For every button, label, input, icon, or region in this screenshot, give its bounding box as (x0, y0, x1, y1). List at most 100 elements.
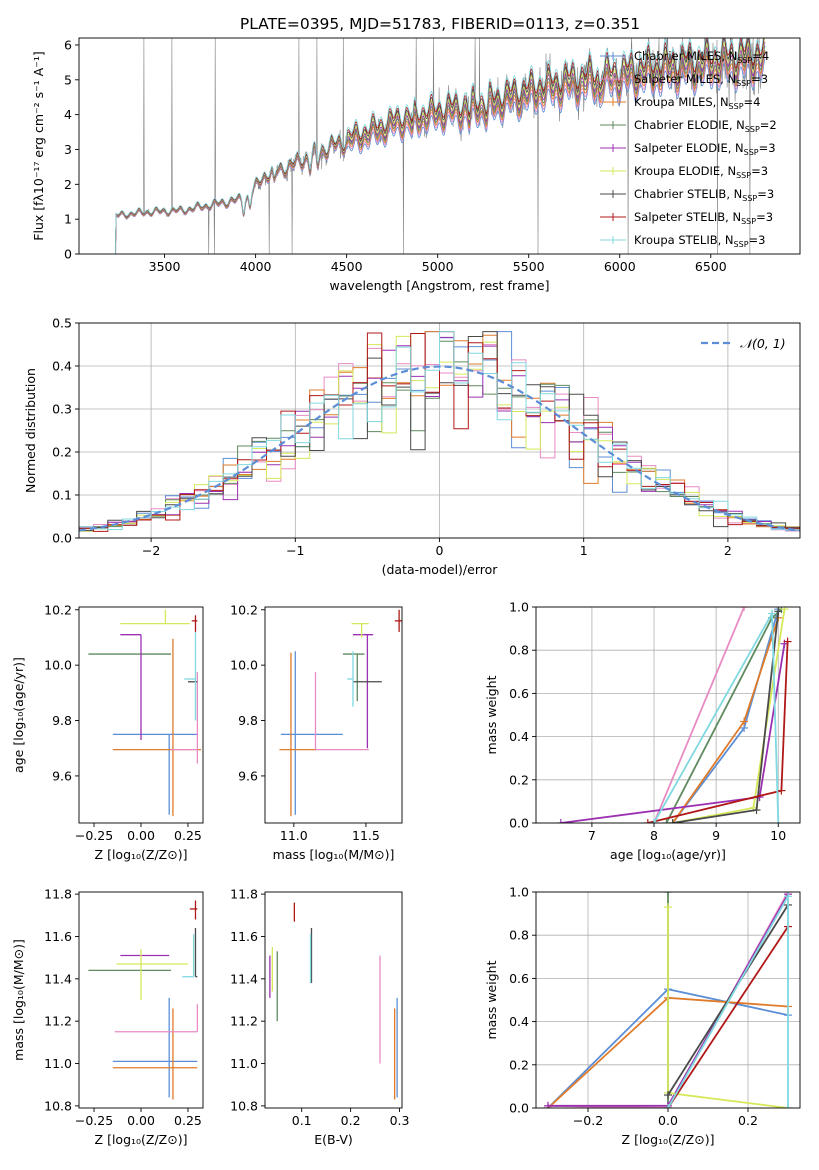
plot-area (279, 609, 402, 817)
y-tick-label: 0.2 (52, 445, 72, 460)
series-line (653, 607, 745, 823)
x-tick-label: 6000 (604, 259, 636, 274)
axes: 0.1 0.2 0.3 10.8 11.0 11.2 11.4 11.6 11.8 E(B-V) (230, 887, 409, 1147)
x-tick-label: −0.25 (75, 828, 113, 843)
y-axis-label: Flux [fλ10⁻¹⁷ erg cm⁻² s⁻¹ A⁻¹] (31, 51, 46, 240)
series-group (664, 922, 792, 1108)
errorbar-point (120, 634, 142, 740)
x-tick-label: 0.2 (341, 1113, 361, 1128)
y-tick-label: 0.2 (509, 772, 529, 787)
legend-label: Kroupa ELODIE, NSSP=3 (634, 164, 768, 180)
plot-area (88, 609, 202, 817)
errorbar-point (112, 1008, 198, 1100)
y-tick-label: 11.8 (44, 887, 72, 902)
x-tick-label: 0.3 (390, 1113, 410, 1128)
x-tick-label: 4000 (240, 259, 272, 274)
x-axis-label: age [log₁₀(age/yr)] (610, 847, 726, 862)
age-vs-z-panel: −0.25 0.00 0.25 9.6 9.8 10.0 10.2 Z [log₁₀(Z/Z⊙… (11, 602, 204, 862)
series-line (671, 608, 780, 823)
mass-weight-vs-z-panel: −0.2 0.0 0.2 0.0 0.2 0.4 0.6 0.8 1.0 Z [log₁₀(Z/Z… (484, 885, 801, 1147)
x-tick-label: 0.00 (127, 1113, 155, 1128)
x-tick-label: −0.25 (75, 1113, 113, 1128)
plot-area (269, 902, 398, 1100)
figure-title: PLATE=0395, MJD=51783, FIBERID=0113, z=0… (240, 15, 640, 33)
series-line (560, 643, 786, 823)
legend-label: Salpeter MILES, NSSP=3 (634, 72, 768, 88)
series-group (643, 637, 792, 823)
errorbar-point (112, 638, 202, 817)
y-tick-label: 9.8 (238, 713, 258, 728)
y-tick-label: 11.6 (44, 929, 72, 944)
x-tick-label: −1 (286, 543, 304, 558)
y-tick-label: 3 (64, 142, 72, 157)
y-tick-label: 0.2 (509, 1057, 529, 1072)
x-tick-label: 10 (770, 828, 786, 843)
x-axis-label: Z [log₁₀(Z/Z⊙)] (95, 847, 188, 862)
errorbar-point (112, 997, 198, 1098)
x-tick-label: 0 (436, 543, 444, 558)
x-tick-label: 5000 (422, 259, 454, 274)
legend-label: Chabrier MILES, NSSP=4 (634, 49, 769, 65)
y-axis-label: mass weight (484, 960, 499, 1039)
legend-label: Chabrier ELODIE, NSSP=2 (634, 118, 777, 134)
x-axis-label: Z [log₁₀(Z/Z⊙)] (622, 1132, 715, 1147)
model-spectrum-line (115, 58, 766, 254)
y-tick-label: 0.0 (509, 1101, 529, 1116)
errorbar-point (191, 615, 198, 632)
series-group (650, 609, 783, 823)
axes: 7 8 9 10 0.0 0.2 0.4 0.6 0.8 1.0 age [log₁₀(age/yr… (484, 600, 801, 862)
x-tick-label: 8 (650, 828, 658, 843)
y-tick-label: 2 (64, 177, 72, 192)
normal-curve (79, 365, 800, 532)
errorbar-point (280, 651, 343, 815)
axes: −0.25 0.00 0.25 10.8 11.0 11.2 11.4 11.6 11.8 Z [… (11, 887, 204, 1147)
series-group (668, 607, 783, 823)
x-axis-label: E(B-V) (314, 1132, 353, 1147)
x-tick-label: 11.5 (352, 828, 380, 843)
histogram-series (79, 331, 800, 538)
y-tick-label: 0.6 (509, 686, 529, 701)
errorbar-point (112, 733, 198, 815)
x-tick-label: −2 (142, 543, 160, 558)
axes: 3500 4000 4500 5000 5500 6000 6500 0 1 2 3 4 5 6 wavel… (31, 37, 801, 293)
x-tick-label: 0.00 (127, 828, 155, 843)
y-tick-label: 0.6 (509, 971, 529, 986)
plot-area (79, 331, 800, 538)
plot-area (88, 900, 199, 1100)
series-group (664, 900, 792, 1100)
y-tick-label: 6 (64, 37, 72, 52)
x-tick-label: 6500 (695, 259, 727, 274)
x-tick-label: 1 (580, 543, 588, 558)
y-tick-label: 0.0 (509, 816, 529, 831)
errorbar-point (116, 949, 188, 1000)
legend-label: Chabrier STELIB, NSSP=3 (634, 187, 774, 203)
y-tick-label: 10.2 (230, 602, 258, 617)
x-tick-label: 4500 (331, 259, 363, 274)
y-tick-label: 4 (64, 107, 72, 122)
y-tick-label: 10.0 (230, 658, 258, 673)
legend-label: Salpeter ELODIE, NSSP=3 (634, 141, 776, 157)
errorbar-point (279, 652, 317, 817)
series-line (665, 608, 783, 823)
y-tick-label: 10.8 (230, 1098, 258, 1113)
y-tick-label: 0.4 (52, 359, 72, 374)
y-tick-label: 0.5 (52, 316, 72, 331)
y-axis-label: mass weight (484, 675, 499, 754)
series-line (671, 617, 780, 823)
y-tick-label: 11.2 (44, 1014, 72, 1029)
y-tick-label: 10.2 (44, 602, 72, 617)
errorbar-point (314, 672, 369, 751)
y-axis-label: mass [log₁₀(M/M⊙)] (11, 939, 26, 1061)
legend-label: Kroupa MILES, NSSP=4 (634, 95, 760, 111)
x-tick-label: 0.1 (292, 1113, 312, 1128)
y-tick-label: 9.8 (52, 713, 72, 728)
x-tick-label: 9 (712, 828, 720, 843)
series-line (672, 609, 786, 823)
x-axis-label: Z [log₁₀(Z/Z⊙)] (95, 1132, 188, 1147)
x-tick-label: 7 (588, 828, 596, 843)
y-axis-label: age [log₁₀(age/yr)] (11, 657, 26, 773)
y-tick-label: 11.6 (230, 929, 258, 944)
errorbar-point (351, 622, 369, 638)
y-tick-label: 10.8 (44, 1098, 72, 1113)
